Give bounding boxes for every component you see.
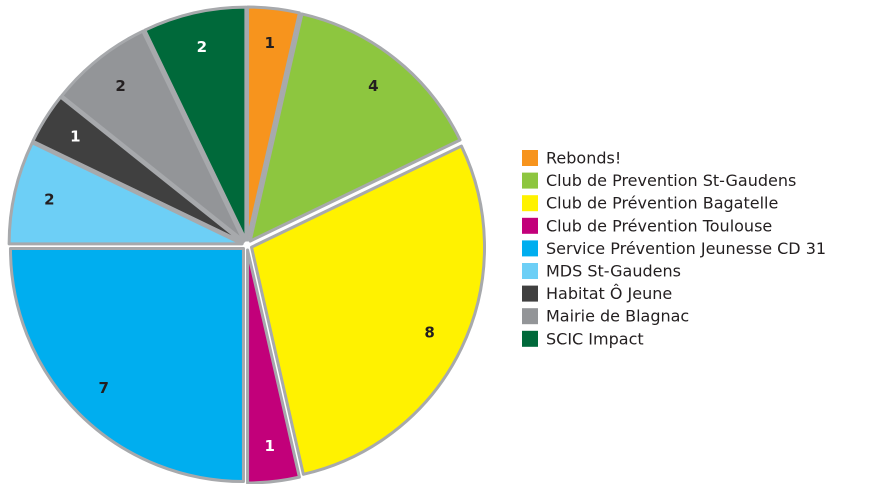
legend-label: Habitat Ô Jeune [546,284,672,303]
pie-slice [246,5,301,242]
legend-swatch [522,330,538,347]
data-label: 2 [197,38,207,56]
legend-swatch [522,240,538,257]
legend-label: MDS St-Gaudens [546,262,681,281]
legend-swatch [522,285,538,302]
data-label: 2 [44,190,54,208]
pie-slice [143,5,248,242]
pie-slice [248,12,462,243]
pie-slice [60,29,246,243]
legend-swatch [522,217,538,234]
legend-swatch [522,263,538,279]
pie-slice [250,144,486,476]
legend-label: Rebonds! [546,149,621,168]
data-label: 1 [264,437,274,455]
data-label: 8 [424,323,434,341]
legend-swatch [522,308,538,325]
data-label: 1 [70,128,80,146]
pie-slice [8,247,245,484]
data-label: 7 [98,379,108,397]
pie-slice [31,95,245,244]
pie-slice [246,248,301,484]
pie-slice [7,141,244,246]
legend-label: Mairie de Blagnac [546,307,689,326]
data-label: 4 [368,77,378,95]
legend-label: SCIC Impact [546,329,644,348]
legend-label: Club de Prévention Bagatelle [546,194,778,213]
legend-label: Club de Prevention St-Gaudens [546,171,796,190]
legend-swatch [522,150,538,166]
legend-swatch [522,172,538,189]
legend-label: Club de Prévention Toulouse [546,216,772,235]
data-label: 1 [264,34,274,52]
data-label: 2 [115,77,125,95]
legend-swatch [522,195,538,212]
legend-label: Service Prévention Jeunesse CD 31 [546,239,826,258]
